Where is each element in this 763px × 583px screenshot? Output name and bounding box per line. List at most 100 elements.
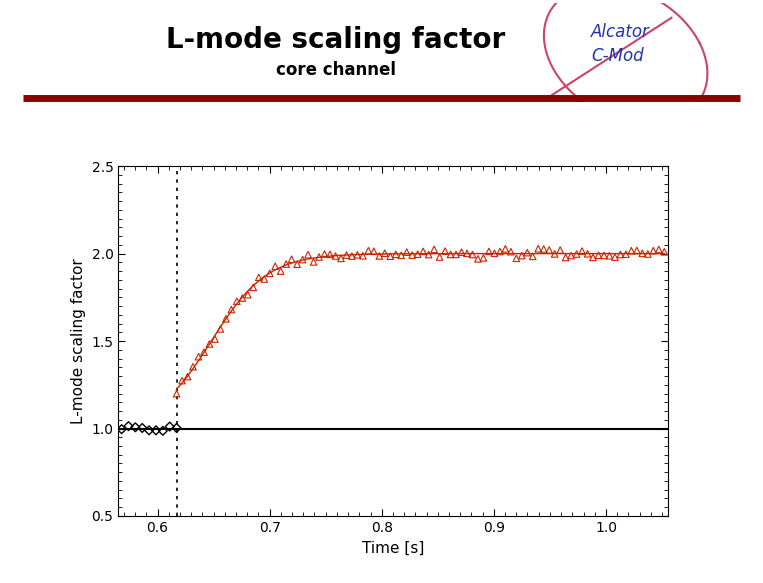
Text: core channel: core channel xyxy=(275,61,396,79)
Point xyxy=(275,266,287,276)
Point xyxy=(209,335,221,344)
Point xyxy=(384,252,396,261)
Point xyxy=(499,244,511,254)
Point xyxy=(450,250,462,259)
Point xyxy=(368,247,380,256)
Point xyxy=(170,423,182,433)
Point xyxy=(187,362,199,371)
Point xyxy=(642,250,654,259)
Point xyxy=(406,251,418,260)
Text: Alcator: Alcator xyxy=(591,23,650,41)
Point xyxy=(478,253,490,262)
Point xyxy=(538,244,550,254)
Point xyxy=(494,247,506,256)
Point xyxy=(253,273,265,282)
Point xyxy=(554,245,566,255)
Point xyxy=(247,283,259,292)
Point xyxy=(307,257,320,266)
Point xyxy=(220,314,232,324)
Point xyxy=(510,254,523,263)
Point xyxy=(401,247,413,257)
Point xyxy=(549,249,561,258)
Point xyxy=(351,250,363,259)
Point xyxy=(472,254,484,264)
Point xyxy=(636,249,649,258)
Point xyxy=(313,252,325,262)
Point xyxy=(620,250,632,259)
Point xyxy=(571,250,583,259)
Point xyxy=(598,251,610,260)
Point xyxy=(543,245,555,255)
Point xyxy=(631,246,643,255)
Point xyxy=(302,250,314,259)
Point xyxy=(576,247,588,256)
Text: L-mode scaling factor: L-mode scaling factor xyxy=(166,26,505,54)
Point xyxy=(652,245,665,254)
Point xyxy=(318,250,330,259)
Point xyxy=(122,422,134,431)
Point xyxy=(483,247,495,256)
Point xyxy=(230,297,243,306)
Point xyxy=(176,376,188,385)
Point xyxy=(335,254,347,263)
Point xyxy=(280,259,292,269)
Point xyxy=(203,339,215,349)
Point xyxy=(324,250,336,259)
X-axis label: Time [s]: Time [s] xyxy=(362,540,424,556)
Point xyxy=(115,424,127,434)
Point xyxy=(587,253,599,262)
Point xyxy=(488,249,501,258)
Point xyxy=(445,250,457,259)
Point xyxy=(559,253,571,262)
Point xyxy=(604,251,616,261)
Point xyxy=(526,252,539,261)
Point xyxy=(285,255,298,264)
Point xyxy=(417,247,430,256)
Point xyxy=(390,250,402,259)
Point xyxy=(170,389,182,398)
Point xyxy=(182,372,194,381)
Point xyxy=(198,347,210,357)
Y-axis label: L-mode scaling factor: L-mode scaling factor xyxy=(71,258,86,424)
Point xyxy=(136,423,148,433)
Point xyxy=(505,247,517,257)
Point xyxy=(269,262,282,271)
Point xyxy=(143,426,155,435)
Point xyxy=(156,426,169,436)
Point xyxy=(565,251,578,260)
Point xyxy=(395,251,407,260)
Point xyxy=(362,246,375,255)
Point xyxy=(592,251,604,260)
Text: C-Mod: C-Mod xyxy=(591,47,644,65)
Point xyxy=(609,252,621,262)
Point xyxy=(297,255,309,264)
Point xyxy=(225,305,237,314)
Point xyxy=(626,246,638,255)
Point xyxy=(521,248,533,257)
Point xyxy=(423,250,435,259)
Point xyxy=(614,250,626,259)
Point xyxy=(340,251,353,260)
Point xyxy=(242,290,254,299)
Point xyxy=(346,251,358,261)
Point xyxy=(214,324,227,333)
Point xyxy=(428,245,440,254)
Point xyxy=(291,259,303,269)
Point xyxy=(163,422,175,431)
Point xyxy=(357,251,369,261)
Point xyxy=(330,251,342,261)
Point xyxy=(581,249,594,258)
Point xyxy=(378,248,391,258)
Point xyxy=(373,251,385,261)
Point xyxy=(516,251,528,260)
Point xyxy=(411,250,423,259)
Point xyxy=(658,247,671,257)
Point xyxy=(461,249,473,258)
Point xyxy=(129,423,141,432)
Point xyxy=(647,246,659,255)
Point xyxy=(466,250,478,259)
Point xyxy=(263,269,275,278)
Point xyxy=(192,352,204,361)
Point xyxy=(150,426,162,435)
Point xyxy=(433,252,446,262)
